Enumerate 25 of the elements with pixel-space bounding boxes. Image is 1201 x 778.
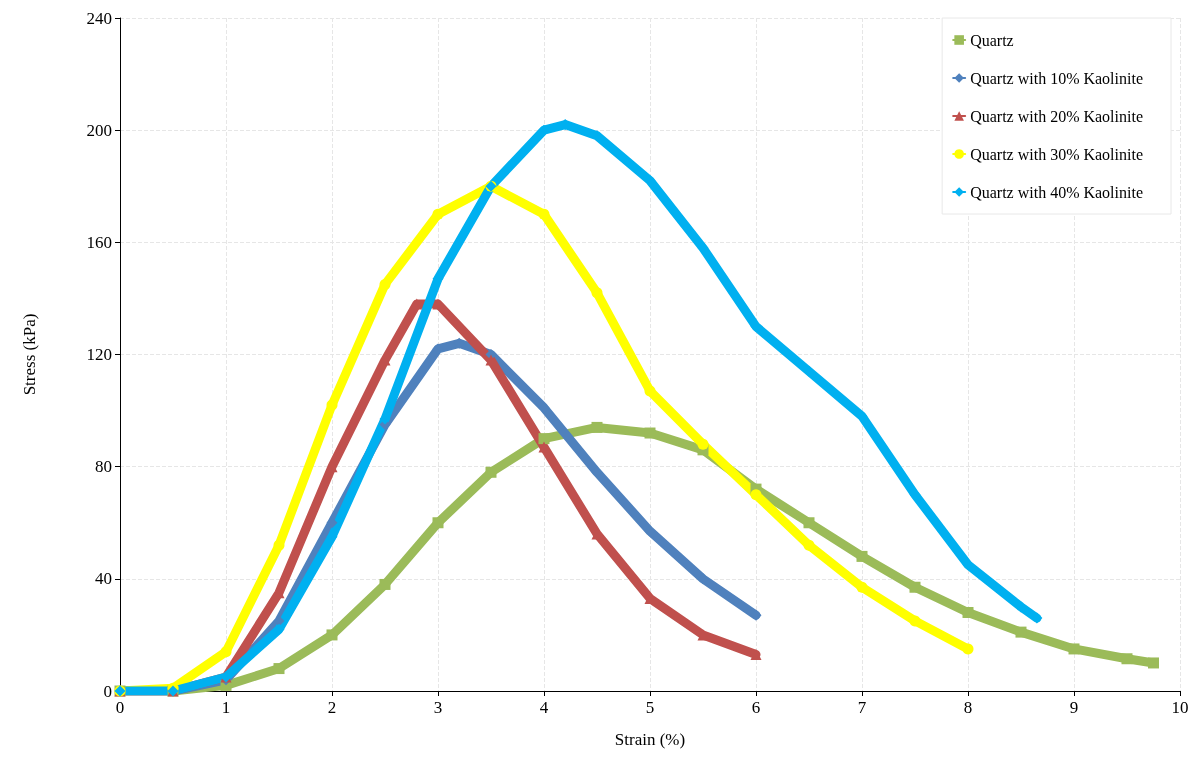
x-tick-label: 2 bbox=[327, 698, 337, 717]
legend-label: Quartz with 20% Kaolinite bbox=[970, 107, 1143, 125]
x-tick-label: 3 bbox=[433, 698, 443, 717]
y-tick-label: 80 bbox=[95, 457, 112, 477]
y-tick-label: 120 bbox=[86, 345, 112, 364]
x-tick-label: 9 bbox=[1069, 698, 1079, 717]
y-tick-label: 0 bbox=[103, 681, 112, 701]
x-tick-label: 4 bbox=[539, 698, 549, 717]
y-tick-label: 40 bbox=[95, 569, 112, 589]
legend-label: Quartz with 40% Kaolinite bbox=[970, 183, 1143, 201]
x-tick-label: 6 bbox=[751, 698, 761, 717]
legend-label: Quartz bbox=[970, 31, 1014, 49]
x-axis-title: Strain (%) bbox=[614, 730, 686, 749]
legend-label: Quartz with 10% Kaolinite bbox=[970, 69, 1143, 87]
y-tick-label: 240 bbox=[86, 8, 112, 28]
x-tick-label: 10 bbox=[1171, 698, 1189, 717]
x-tick-label: 1 bbox=[221, 698, 231, 717]
x-tick-label: 8 bbox=[963, 698, 973, 717]
x-tick-label: 7 bbox=[857, 698, 867, 717]
legend-label: Quartz with 30% Kaolinite bbox=[970, 145, 1143, 163]
y-axis-title: Stress (kPa) bbox=[20, 313, 39, 396]
x-tick-label: 5 bbox=[645, 698, 655, 717]
y-tick-label: 160 bbox=[86, 232, 112, 252]
y-tick-label: 200 bbox=[86, 120, 112, 140]
x-tick-label: 0 bbox=[115, 698, 125, 717]
